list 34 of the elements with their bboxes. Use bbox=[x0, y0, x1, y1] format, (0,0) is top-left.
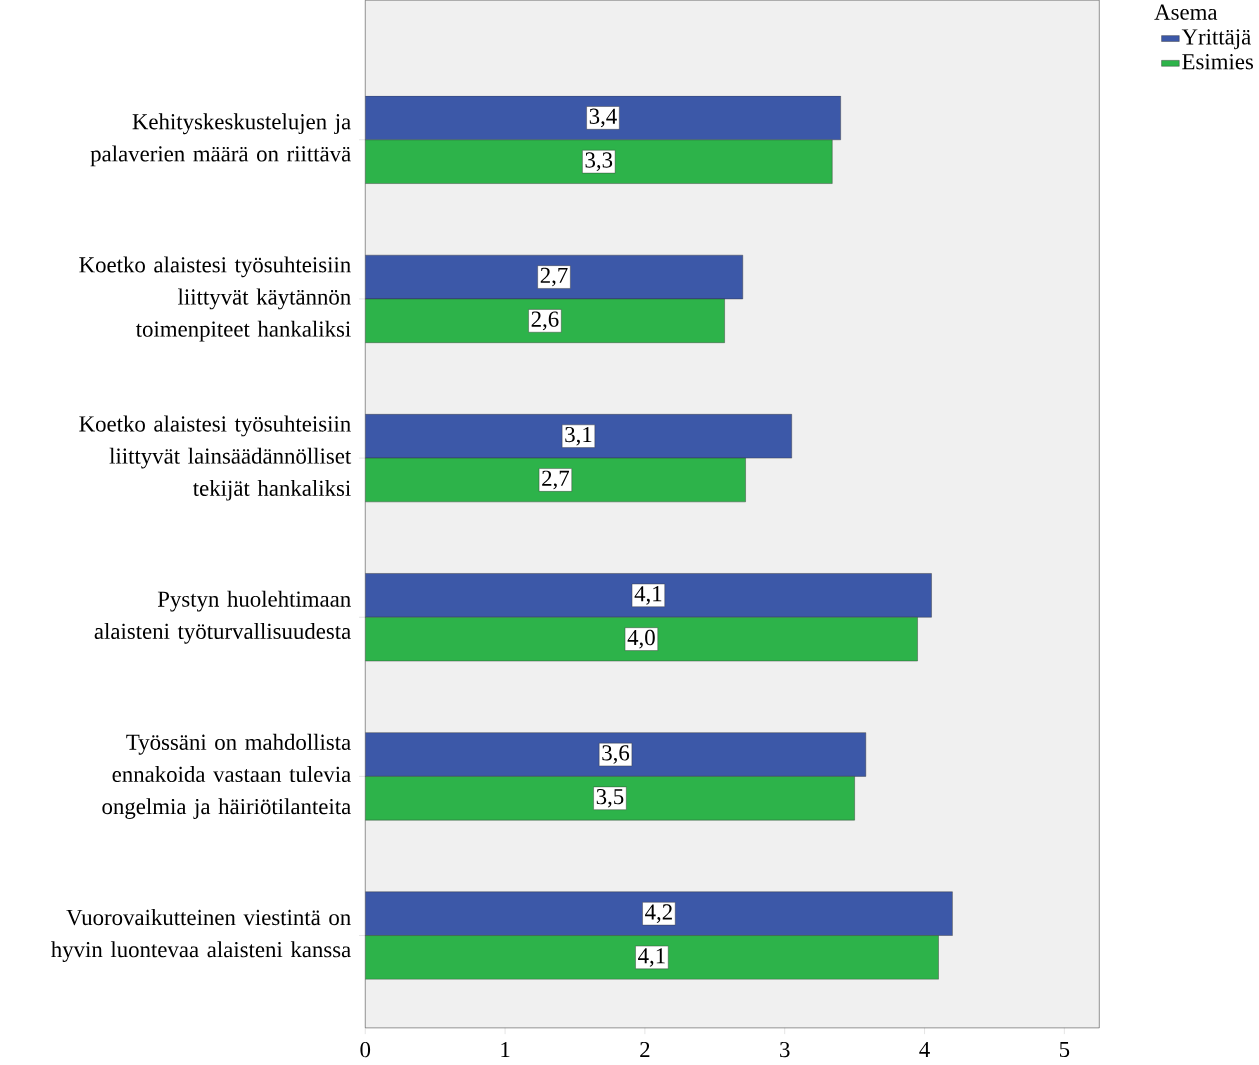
bar bbox=[365, 414, 792, 459]
data-label: 4,1 bbox=[634, 586, 662, 605]
y-tick-label: Pystyn huolehtimaan alaisteni työturvallisuudesta bbox=[94, 590, 351, 644]
legend-label: Esimies bbox=[1182, 54, 1253, 70]
legend-label: Yrittäjä bbox=[1181, 29, 1251, 50]
bar bbox=[365, 255, 743, 300]
y-tick-label: Kehityskeskustelujen ja palaverien määrä on riittävä bbox=[90, 113, 351, 167]
bar bbox=[365, 95, 841, 141]
data-label: 2,6 bbox=[531, 311, 559, 331]
x-tick-label: 5 bbox=[1059, 1041, 1070, 1058]
x-tick-label: 4 bbox=[919, 1041, 930, 1057]
y-tick-label: Koetko alaistesi työsuhteisiin liittyvät lainsäädännölliset tekijät hankaliksi bbox=[79, 415, 352, 501]
x-tick-label: 1 bbox=[501, 1041, 510, 1058]
y-tick-label: Vuorovaikutteinen viestintä on hyvin luontevaa alaisteni kanssa bbox=[51, 909, 351, 963]
data-label: 4,2 bbox=[645, 904, 672, 924]
bar bbox=[365, 139, 833, 184]
data-label: 3,1 bbox=[565, 426, 592, 446]
data-label: 2,7 bbox=[542, 470, 570, 490]
x-tick-label: 2 bbox=[640, 1041, 650, 1058]
data-label: 3,3 bbox=[585, 152, 613, 172]
y-tick-label: Koetko alaistesi työsuhteisiin liittyvät käytännön toimenpiteet hankaliksi bbox=[79, 256, 351, 342]
x-tick-label: 0 bbox=[360, 1041, 371, 1058]
data-label: 4,0 bbox=[627, 629, 655, 649]
bar bbox=[365, 891, 953, 936]
bar bbox=[365, 732, 867, 777]
data-label: 3,5 bbox=[596, 789, 624, 808]
bar bbox=[365, 573, 932, 618]
y-tick-label: Työssäni on mahdollista ennakoida vastaan tulevia ongelmia ja häiriötilanteita bbox=[102, 733, 351, 819]
data-label: 4,1 bbox=[638, 948, 665, 967]
legend-title: Asema bbox=[1154, 4, 1218, 20]
data-label: 3,6 bbox=[602, 745, 630, 764]
data-label: 3,4 bbox=[589, 108, 617, 128]
data-label: 2,7 bbox=[540, 267, 568, 287]
x-tick-label: 3 bbox=[780, 1041, 790, 1058]
